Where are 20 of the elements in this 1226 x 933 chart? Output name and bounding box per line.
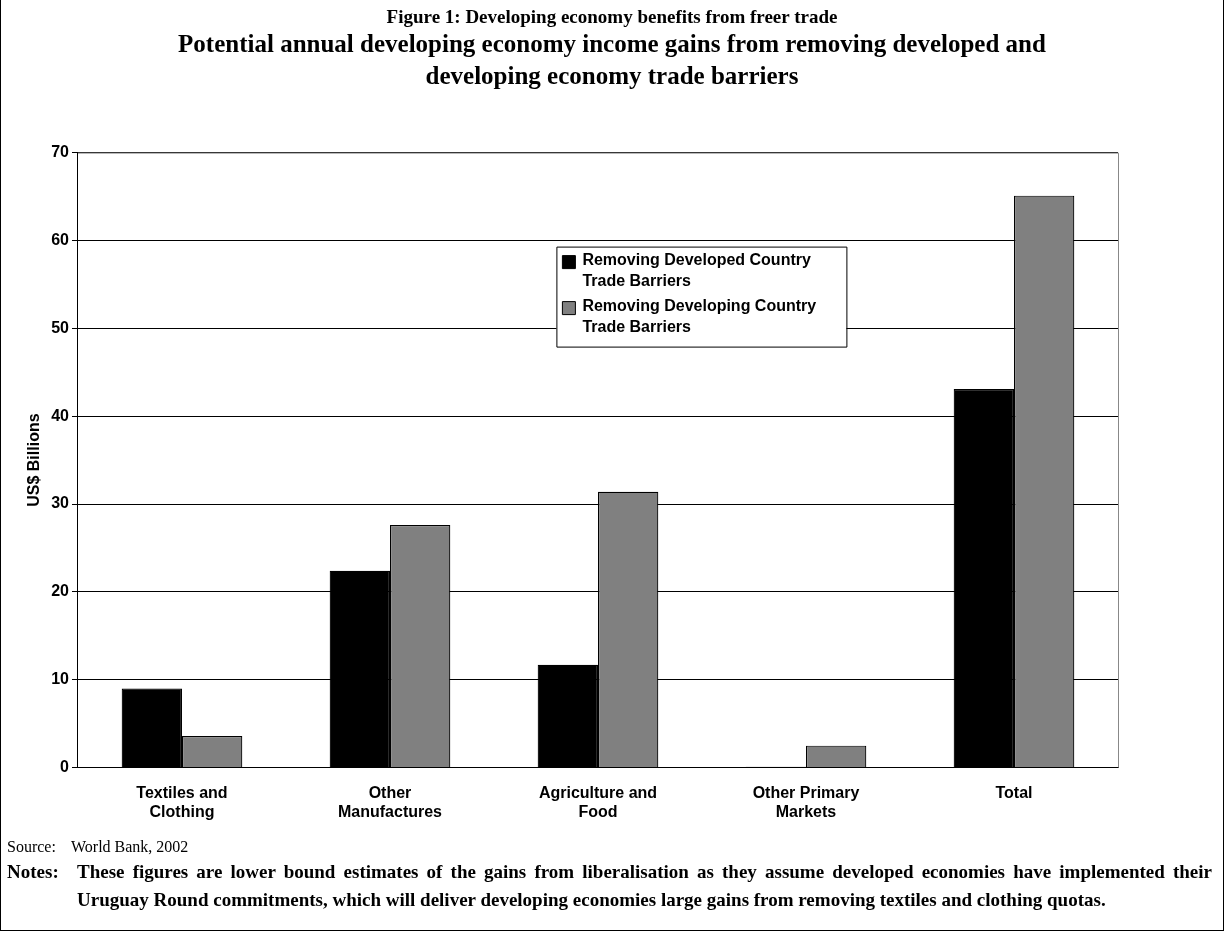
- y-tick-label: 10: [51, 670, 70, 688]
- x-tick-label: Total: [995, 783, 1033, 801]
- text: Notes: These figures are lower bound estimates of the gains from liberalisation as they assume developed economies have implemented their Uruguay Round commitments, which will deliver developing economies large gains from removing textiles and clothing quotas.: [7, 860, 1212, 912]
- y-tick-label: 30: [51, 494, 70, 512]
- chart-title: Figure 1: Developing economy benefits from freer trade: [385, 6, 839, 28]
- source-note: Source: World Bank, 2002: [7, 838, 189, 856]
- x-tick-label: Other Manufactures: [337, 783, 443, 820]
- y-axis-title: US$ Billions: [25, 413, 43, 507]
- x-tick-label: Textiles and Clothing: [136, 783, 228, 820]
- chart-subtitle: Potential annual developing economy income gains from removing developed and developing economy trade barriers: [177, 29, 1047, 91]
- legend-label: Removing Developed Country Trade Barriers: [582, 251, 811, 290]
- x-tick-label: Other Primary Markets: [752, 783, 860, 820]
- y-tick-label: 0: [60, 758, 70, 776]
- y-tick-label: 50: [51, 318, 70, 336]
- y-tick-label: 60: [51, 230, 70, 248]
- legend-label: Removing Developing Country Trade Barriers: [582, 297, 817, 336]
- y-tick-label: 40: [51, 406, 70, 424]
- y-tick-label: 20: [51, 582, 70, 600]
- y-tick-label: 70: [51, 143, 70, 161]
- x-tick-label: Agriculture and Food: [538, 783, 658, 820]
